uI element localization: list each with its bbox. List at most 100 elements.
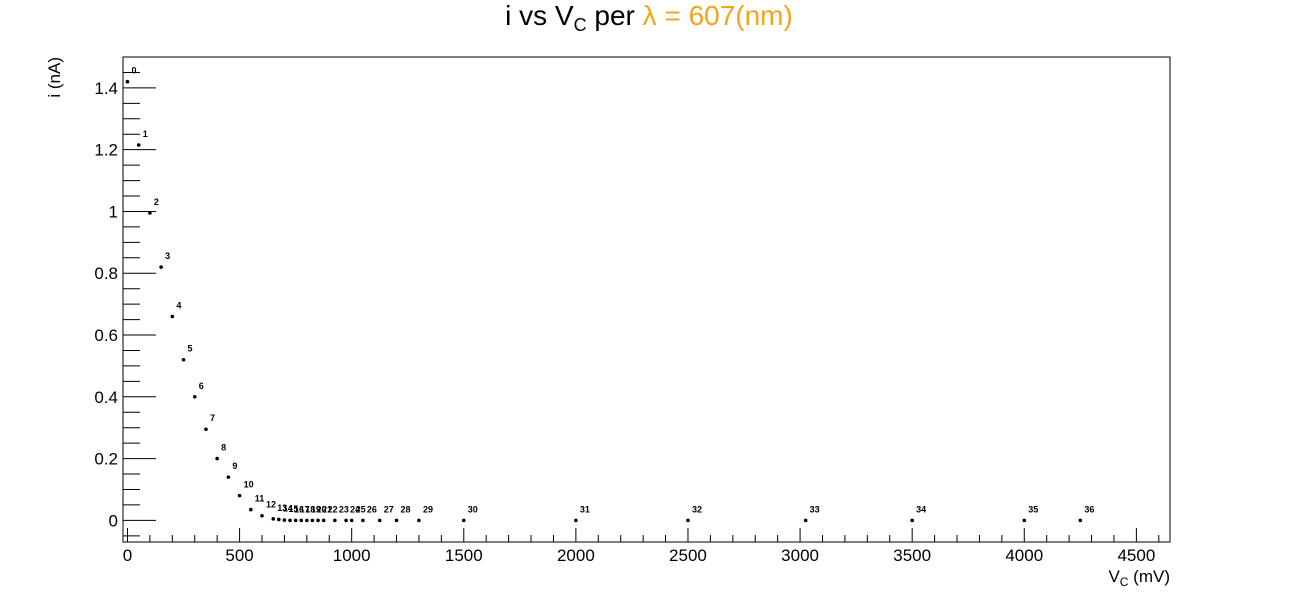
data-point xyxy=(237,493,242,498)
data-point xyxy=(181,357,186,362)
data-point xyxy=(394,518,399,523)
y-tick-label: 0.2 xyxy=(94,450,118,469)
x-tick-label: 1000 xyxy=(333,546,371,565)
point-label: 21 xyxy=(322,504,332,514)
data-point xyxy=(248,507,253,512)
point-label: 4 xyxy=(176,300,181,310)
data-point xyxy=(574,518,578,523)
y-tick-label: 0.4 xyxy=(94,388,118,407)
point-label: 31 xyxy=(580,504,590,514)
x-tick-label: 1500 xyxy=(445,546,483,565)
data-point xyxy=(136,143,141,147)
point-label: 6 xyxy=(199,381,204,391)
data-point xyxy=(159,265,163,269)
x-axis-label-unit: (mV) xyxy=(1128,567,1170,586)
data-point xyxy=(170,314,175,319)
data-point xyxy=(260,513,264,518)
point-label: 28 xyxy=(401,504,411,514)
point-label: 2 xyxy=(154,197,159,207)
data-point xyxy=(192,395,197,399)
data-point xyxy=(226,475,231,479)
y-tick-label: 1.4 xyxy=(94,79,118,98)
y-tick-label: 0.6 xyxy=(94,326,118,345)
x-tick-label: 2500 xyxy=(669,546,707,565)
point-label: 0 xyxy=(131,66,136,76)
x-tick-label: 3000 xyxy=(781,546,819,565)
data-point xyxy=(293,518,298,523)
data-point xyxy=(417,518,421,523)
y-tick-label: 0 xyxy=(109,511,118,530)
point-label: 12 xyxy=(266,500,276,510)
plot-frame xyxy=(122,56,1171,543)
x-tick-label: 4500 xyxy=(1117,546,1155,565)
title-wavelength: λ = 607(nm) xyxy=(642,0,793,31)
point-label: 9 xyxy=(232,461,237,471)
data-point xyxy=(299,518,304,523)
title-main: i vs V xyxy=(505,0,574,31)
x-axis-label-var: V xyxy=(1108,567,1120,586)
point-label: 30 xyxy=(468,504,478,514)
data-point xyxy=(215,456,219,461)
data-point xyxy=(277,517,281,522)
point-label: 34 xyxy=(916,504,926,514)
x-tick-label: 4000 xyxy=(1005,546,1043,565)
data-point xyxy=(282,518,287,522)
x-tick-label: 2000 xyxy=(557,546,595,565)
point-label: 7 xyxy=(210,413,215,423)
point-label: 29 xyxy=(423,504,433,514)
point-label: 1 xyxy=(143,129,148,139)
data-point xyxy=(349,518,354,523)
point-label: 19 xyxy=(311,504,321,514)
data-point xyxy=(1078,518,1083,523)
point-label: 10 xyxy=(244,480,254,490)
point-label: 8 xyxy=(221,443,226,453)
point-label: 35 xyxy=(1028,504,1038,514)
point-label: 17 xyxy=(300,504,310,514)
point-label: 20 xyxy=(316,504,326,514)
data-point xyxy=(361,518,365,523)
x-tick-label: 3500 xyxy=(893,546,931,565)
point-label: 15 xyxy=(288,504,298,514)
data-point xyxy=(288,518,292,523)
point-label: 22 xyxy=(328,504,338,514)
x-tick-label: 500 xyxy=(225,546,253,565)
point-label: 32 xyxy=(692,504,702,514)
point-label: 36 xyxy=(1084,504,1094,514)
data-point xyxy=(305,518,309,523)
title-middle: per xyxy=(586,0,643,31)
data-point xyxy=(271,517,276,521)
x-tick-label: 0 xyxy=(123,546,132,565)
point-label: 13 xyxy=(277,503,287,513)
x-axis-label-sub: C xyxy=(1120,575,1129,589)
data-point xyxy=(125,79,130,84)
y-tick-label: 1 xyxy=(109,202,118,221)
data-point xyxy=(316,518,320,523)
data-point xyxy=(686,518,690,523)
x-axis-label: VC (mV) xyxy=(1108,567,1170,589)
point-label: 27 xyxy=(384,504,394,514)
y-tick-label: 1.2 xyxy=(94,141,118,160)
data-point xyxy=(148,211,152,215)
data-point xyxy=(461,518,466,523)
point-label: 24 xyxy=(350,504,360,514)
data-point xyxy=(1022,518,1027,523)
y-tick-label: 0.8 xyxy=(94,264,118,283)
point-label: 26 xyxy=(367,504,377,514)
chart-title: i vs VC per λ = 607(nm) xyxy=(0,0,1298,36)
point-label: 25 xyxy=(356,504,366,514)
data-point xyxy=(803,518,808,523)
data-point xyxy=(377,518,382,523)
y-axis: 0 0.2 0.4 0.6 0.8 1 1.2 1.4 xyxy=(94,71,156,537)
point-label: 14 xyxy=(283,503,293,513)
title-main-subscript: C xyxy=(573,15,587,35)
point-label: 33 xyxy=(810,504,820,514)
data-point xyxy=(321,518,326,523)
point-label: 11 xyxy=(255,494,265,504)
point-label: 5 xyxy=(188,344,193,354)
x-axis: 0 500 1000 1500 2000 2500 3000 3500 4000 4500 xyxy=(123,528,1160,565)
data-point xyxy=(310,518,315,523)
point-label: 3 xyxy=(165,251,170,261)
data-point xyxy=(333,518,337,523)
